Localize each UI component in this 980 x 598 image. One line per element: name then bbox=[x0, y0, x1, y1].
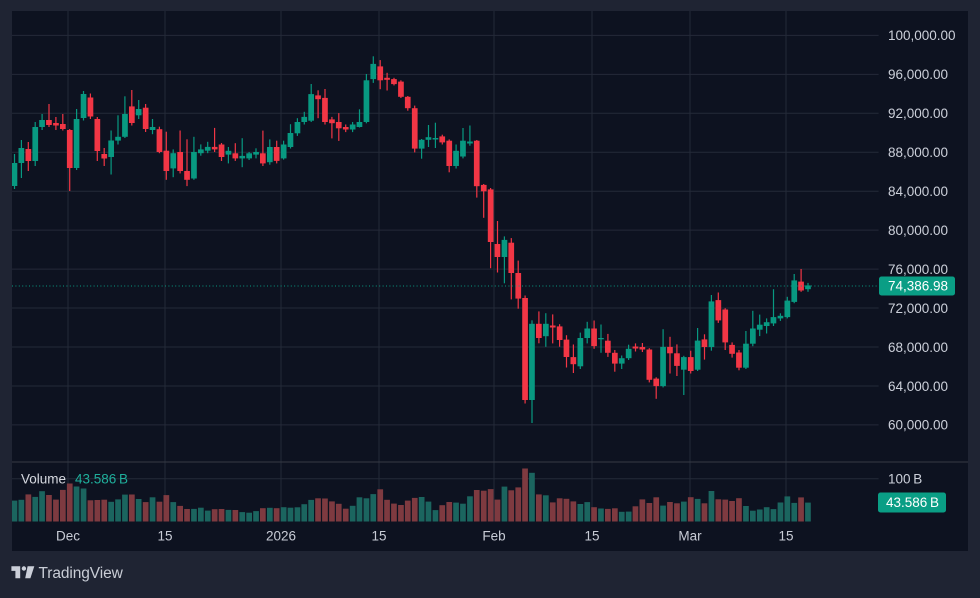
svg-text:Dec: Dec bbox=[56, 528, 80, 543]
svg-text:76,000.00: 76,000.00 bbox=[888, 262, 948, 277]
svg-text:68,000.00: 68,000.00 bbox=[888, 340, 948, 355]
svg-text:84,000.00: 84,000.00 bbox=[888, 184, 948, 199]
svg-text:43.586 B: 43.586 B bbox=[886, 495, 939, 510]
svg-text:15: 15 bbox=[371, 528, 386, 543]
svg-text:72,000.00: 72,000.00 bbox=[888, 301, 948, 316]
svg-text:TradingView: TradingView bbox=[39, 565, 124, 582]
svg-text:88,000.00: 88,000.00 bbox=[888, 145, 948, 160]
svg-text:Feb: Feb bbox=[482, 528, 505, 543]
svg-text:100 B: 100 B bbox=[888, 471, 922, 486]
svg-text:15: 15 bbox=[157, 528, 172, 543]
svg-text:100,000.00: 100,000.00 bbox=[888, 28, 956, 43]
svg-text:Mar: Mar bbox=[678, 528, 702, 543]
svg-text:64,000.00: 64,000.00 bbox=[888, 379, 948, 394]
svg-text:43.586 B: 43.586 B bbox=[75, 472, 128, 487]
svg-text:60,000.00: 60,000.00 bbox=[888, 418, 948, 433]
svg-text:Volume: Volume bbox=[21, 472, 66, 487]
svg-text:2026: 2026 bbox=[266, 528, 296, 543]
svg-text:15: 15 bbox=[584, 528, 599, 543]
svg-text:92,000.00: 92,000.00 bbox=[888, 106, 948, 121]
svg-text:80,000.00: 80,000.00 bbox=[888, 223, 948, 238]
svg-text:15: 15 bbox=[778, 528, 793, 543]
svg-text:96,000.00: 96,000.00 bbox=[888, 67, 948, 82]
svg-text:74,386.98: 74,386.98 bbox=[888, 279, 948, 294]
